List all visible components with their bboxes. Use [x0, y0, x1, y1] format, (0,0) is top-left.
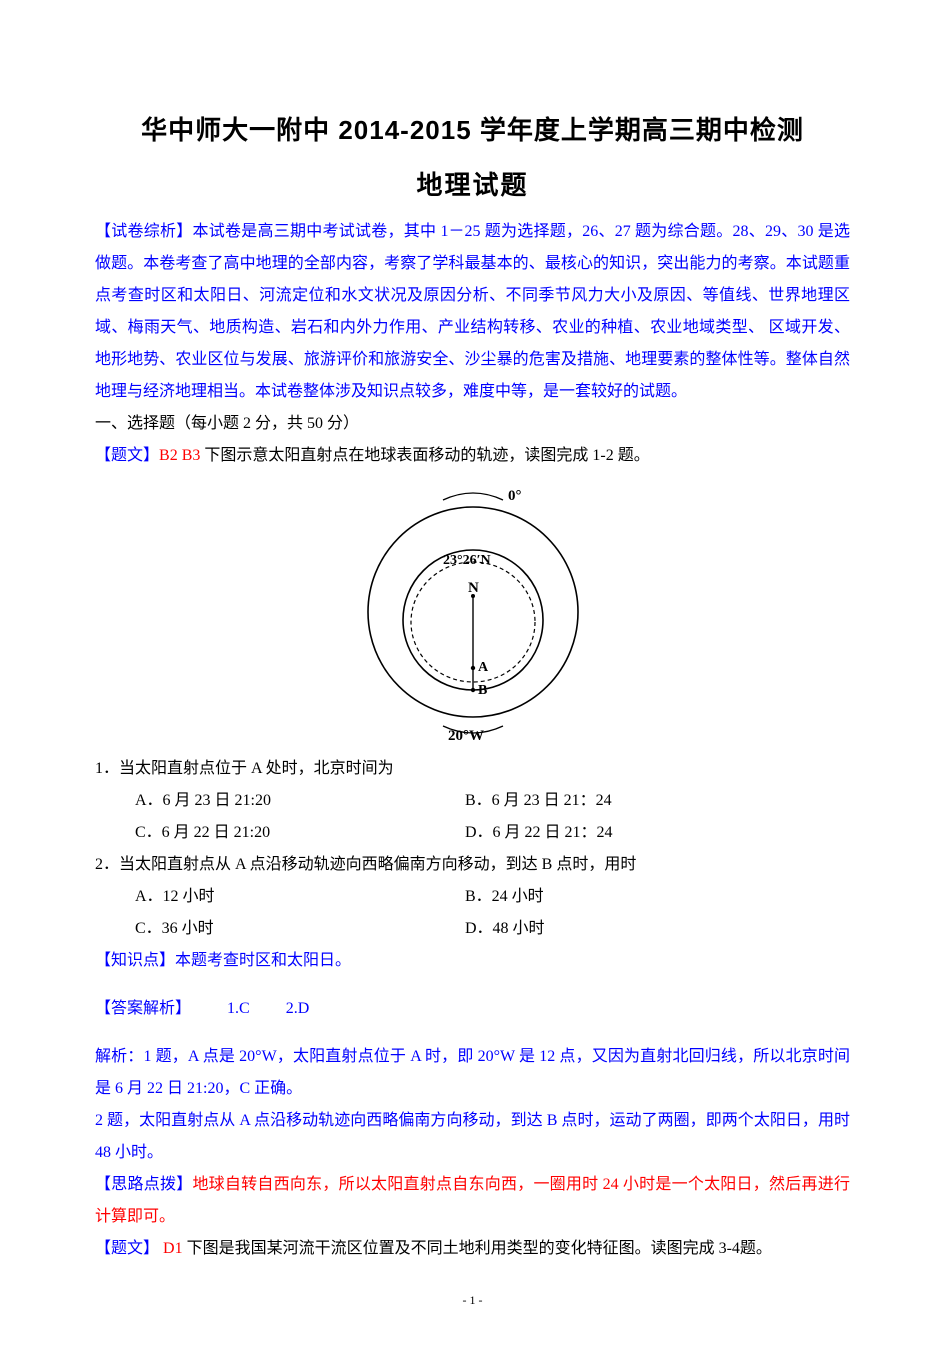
q2-stem-label: 【题文】: [95, 1240, 159, 1257]
overview-label: 【试卷综析】: [95, 223, 193, 240]
label-N: N: [468, 580, 479, 596]
q1-tags: B2 B3: [159, 447, 200, 464]
knowledge-text: 本题考查时区和太阳日。: [175, 952, 351, 969]
label-A: A: [478, 660, 489, 675]
q2-stem: 【题文】 D1 下图是我国某河流干流区位置及不同土地利用类型的变化特征图。读图完…: [95, 1233, 850, 1265]
q1-1-opt-A: A．6 月 23 日 21:20: [95, 785, 465, 817]
explain-1: 解析：1 题，A 点是 20°W，太阳直射点位于 A 时，即 20°W 是 12…: [95, 1041, 850, 1105]
q1-2-opt-B: B．24 小时: [465, 881, 850, 913]
q1-stem-text: 下图示意太阳直射点在地球表面移动的轨迹，读图完成 1-2 题。: [200, 447, 649, 464]
page-number: - 1 -: [95, 1293, 850, 1308]
q1-2-opts-row2: C．36 小时 D．48 小时: [95, 913, 850, 945]
answer-2: 2.D: [286, 1000, 310, 1017]
overview-body: 本试卷是高三期中考试试卷，其中 1－25 题为选择题，26、27 题为综合题。2…: [95, 223, 850, 400]
explain-2: 2 题，太阳直射点从 A 点沿移动轨迹向西略偏南方向移动，到达 B 点时，运动了…: [95, 1105, 850, 1169]
top-arc: [443, 493, 503, 500]
knowledge-point: 【知识点】本题考查时区和太阳日。: [95, 945, 850, 977]
q1-1-opt-B: B．6 月 23 日 21：24: [465, 785, 850, 817]
answer-label: 【答案解析】: [95, 1000, 191, 1017]
page-title-line1: 华中师大一附中 2014-2015 学年度上学期高三期中检测: [95, 110, 850, 147]
tip-line: 【思路点拨】地球自转自西向东，所以太阳直射点自东向西，一圈用时 24 小时是一个…: [95, 1169, 850, 1233]
answer-line: 【答案解析】 1.C 2.D: [95, 993, 850, 1025]
point-B-dot: [470, 688, 474, 692]
q2-stem-text: 下图是我国某河流干流区位置及不同土地利用类型的变化特征图。读图完成 3-4题。: [183, 1240, 772, 1257]
q1-stem-label: 【题文】: [95, 447, 159, 464]
q1-2-opt-D: D．48 小时: [465, 913, 850, 945]
knowledge-label: 【知识点】: [95, 952, 175, 969]
q1-1-opts-row1: A．6 月 23 日 21:20 B．6 月 23 日 21：24: [95, 785, 850, 817]
label-20w: 20°W: [448, 728, 484, 742]
q1-diagram: 0° 23°26′N N A B 20°W: [95, 482, 850, 747]
label-tropic: 23°26′N: [443, 553, 491, 568]
label-0deg: 0°: [508, 488, 522, 504]
label-B: B: [478, 683, 487, 698]
q2-tags: D1: [159, 1240, 183, 1257]
answer-1: 1.C: [227, 1000, 250, 1017]
q1-2-opts-row1: A．12 小时 B．24 小时: [95, 881, 850, 913]
q1-2-opt-C: C．36 小时: [95, 913, 465, 945]
q1-stem: 【题文】B2 B3 下图示意太阳直射点在地球表面移动的轨迹，读图完成 1-2 题…: [95, 440, 850, 472]
q1-1-text: 1．当太阳直射点位于 A 处时，北京时间为: [95, 753, 850, 785]
tip-text: 地球自转自西向东，所以太阳直射点自东向西，一圈用时 24 小时是一个太阳日，然后…: [95, 1176, 850, 1225]
q1-2-text: 2．当太阳直射点从 A 点沿移动轨迹向西略偏南方向移动，到达 B 点时，用时: [95, 849, 850, 881]
tip-label: 【思路点拨】: [95, 1176, 192, 1193]
q1-2-opt-A: A．12 小时: [95, 881, 465, 913]
point-A-dot: [470, 666, 474, 670]
page-title-line2: 地理试题: [95, 165, 850, 202]
section-1-heading: 一、选择题（每小题 2 分，共 50 分）: [95, 408, 850, 440]
q1-1-opts-row2: C．6 月 22 日 21:20 D．6 月 22 日 21：24: [95, 817, 850, 849]
overview-paragraph: 【试卷综析】本试卷是高三期中考试试卷，其中 1－25 题为选择题，26、27 题…: [95, 216, 850, 408]
sun-path-diagram: 0° 23°26′N N A B 20°W: [348, 482, 598, 742]
q1-1-opt-C: C．6 月 22 日 21:20: [95, 817, 465, 849]
q1-1-opt-D: D．6 月 22 日 21：24: [465, 817, 850, 849]
